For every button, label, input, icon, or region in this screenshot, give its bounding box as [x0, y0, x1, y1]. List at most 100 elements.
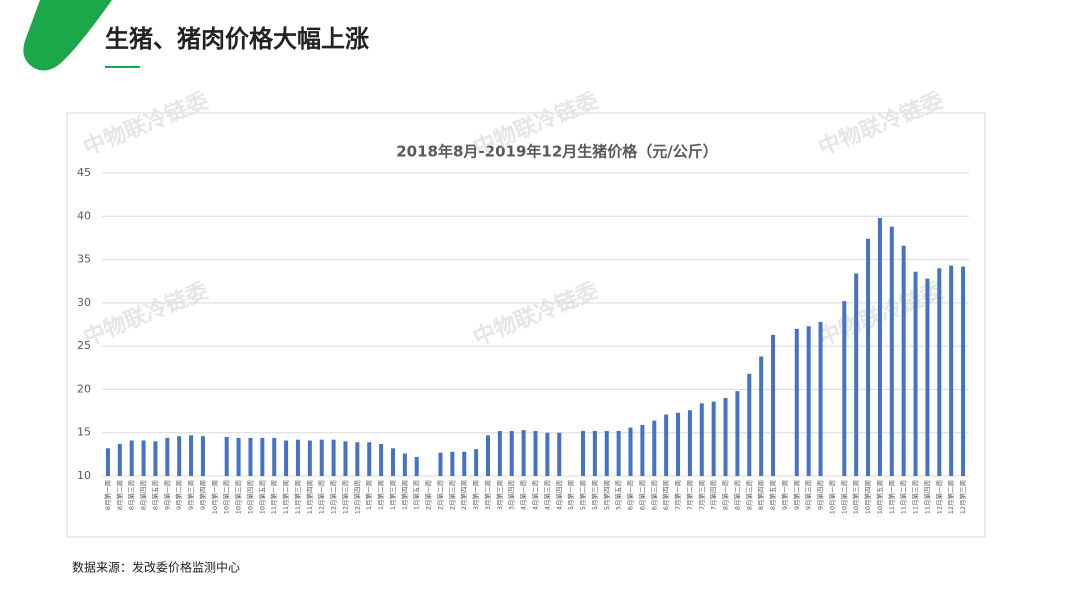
x-tick-label: 11月第一周 — [269, 480, 278, 514]
x-tick-label: 6月第一周 — [626, 480, 635, 510]
bar — [687, 410, 692, 476]
bar — [521, 430, 526, 476]
x-tick-label: 9月第三周 — [804, 480, 813, 510]
bar — [117, 443, 122, 476]
y-tick-label: 35 — [77, 253, 91, 266]
x-tick-label: 1月第一周 — [364, 480, 373, 510]
x-tick-label: 1月第二周 — [376, 480, 385, 510]
x-tick-label: 11月第三周 — [911, 480, 920, 514]
x-tick-label: 2月第三周 — [447, 480, 456, 510]
bar — [937, 268, 942, 476]
bar — [711, 401, 716, 476]
x-tick-label: 3月第三周 — [495, 480, 504, 510]
x-tick-label: 12月第四周 — [352, 480, 361, 514]
bar — [664, 414, 669, 476]
x-tick-label: 7月第四周 — [709, 480, 718, 510]
watermarks: 中物联冷链委 中物联冷链委 中物联冷链委 中物联冷链委 中物联冷链委 中物联冷链… — [80, 88, 947, 352]
x-tick-label: 2月第四周 — [459, 480, 468, 510]
bar — [581, 430, 586, 476]
x-tick-label: 1月第五周 — [412, 480, 421, 510]
y-tick-label: 15 — [77, 426, 91, 439]
bar — [402, 453, 407, 476]
bar — [545, 432, 550, 476]
x-tick-label: 8月第三周 — [744, 480, 753, 510]
x-tick-label: 10月第三周 — [851, 480, 860, 514]
x-tick-label: 8月第四周 — [139, 480, 148, 510]
x-tick-label: 12月第一周 — [934, 480, 943, 514]
bar — [497, 430, 502, 476]
x-tick-label: 8月第一周 — [103, 480, 112, 510]
x-tick-label: 11月第四周 — [305, 480, 314, 514]
bar — [224, 437, 229, 476]
bar — [652, 420, 657, 476]
bar — [557, 432, 562, 476]
x-tick-label: 10月第二周 — [839, 480, 848, 514]
x-tick-label: 11月第四周 — [922, 480, 931, 514]
y-tick-label: 45 — [77, 166, 91, 179]
x-tick-label: 10月第一周 — [827, 480, 836, 514]
bar — [889, 226, 894, 476]
bar — [165, 437, 170, 476]
x-tick-label: 12月第二周 — [329, 480, 338, 514]
bar — [901, 245, 906, 476]
bar — [129, 440, 134, 476]
bar — [913, 271, 918, 476]
x-tick-label: 3月第一周 — [471, 480, 480, 510]
x-tick-label: 10月第五周 — [257, 480, 266, 514]
x-tick-label: 3月第二周 — [483, 480, 492, 510]
x-tick-label: 11月第二周 — [899, 480, 908, 514]
bar — [723, 398, 728, 476]
bar — [105, 448, 110, 476]
x-tick-label: 10月第四周 — [863, 480, 872, 514]
x-tick-label: 10月第二周 — [222, 480, 231, 514]
watermark: 中物联冷链委 — [470, 278, 602, 352]
x-tick-label: 9月第三周 — [186, 480, 195, 510]
x-tick-label: 9月第一周 — [162, 480, 171, 510]
y-tick-label: 25 — [77, 339, 91, 352]
bar — [379, 443, 384, 476]
bar — [438, 452, 443, 476]
bar — [153, 441, 158, 476]
bar — [842, 301, 847, 476]
slide-title: 生猪、猪肉价格大幅上涨 — [105, 25, 369, 53]
bar — [747, 373, 752, 476]
x-tick-label: 8月第五周 — [768, 480, 777, 510]
x-tick-label: 4月第四周 — [554, 480, 563, 510]
watermark: 中物联冷链委 — [80, 278, 212, 352]
x-tick-label: 5月第三周 — [590, 480, 599, 510]
bar — [699, 403, 704, 476]
bar — [343, 441, 348, 476]
chart-frame — [66, 112, 986, 538]
bar — [592, 430, 597, 476]
x-tick-label: 5月第四周 — [602, 480, 611, 510]
x-tick-label: 6月第四周 — [661, 480, 670, 510]
bar — [509, 430, 514, 476]
bar — [604, 430, 609, 476]
x-tick-label: 2月第二周 — [435, 480, 444, 510]
bar — [474, 449, 479, 476]
x-tick-label: 7月第一周 — [673, 480, 682, 510]
bar — [877, 218, 882, 476]
x-tick-label: 9月第二周 — [792, 480, 801, 510]
x-tick-label: 8月第四周 — [756, 480, 765, 510]
x-tick-label: 5月第二周 — [578, 480, 587, 510]
x-tick-label: 11月第二周 — [281, 480, 290, 514]
x-tick-label: 8月第二周 — [115, 480, 124, 510]
x-tick-label: 10月第四周 — [245, 480, 254, 514]
x-tick-label: 11月第一周 — [887, 480, 896, 514]
bar — [189, 435, 194, 476]
bar — [260, 437, 265, 476]
source-note: 数据来源：发改委价格监测中心 — [72, 560, 240, 575]
y-tick-label: 10 — [77, 469, 91, 482]
bar — [295, 439, 300, 476]
logo-shape — [23, 0, 113, 71]
bar — [628, 427, 633, 476]
x-tick-label: 12月第一周 — [317, 480, 326, 514]
x-tick-label: 9月第一周 — [780, 480, 789, 510]
x-tick-label: 5月第一周 — [566, 480, 575, 510]
bar — [248, 437, 253, 476]
bar — [355, 442, 360, 476]
bar — [485, 435, 490, 476]
x-tick-label: 10月第一周 — [210, 480, 219, 514]
